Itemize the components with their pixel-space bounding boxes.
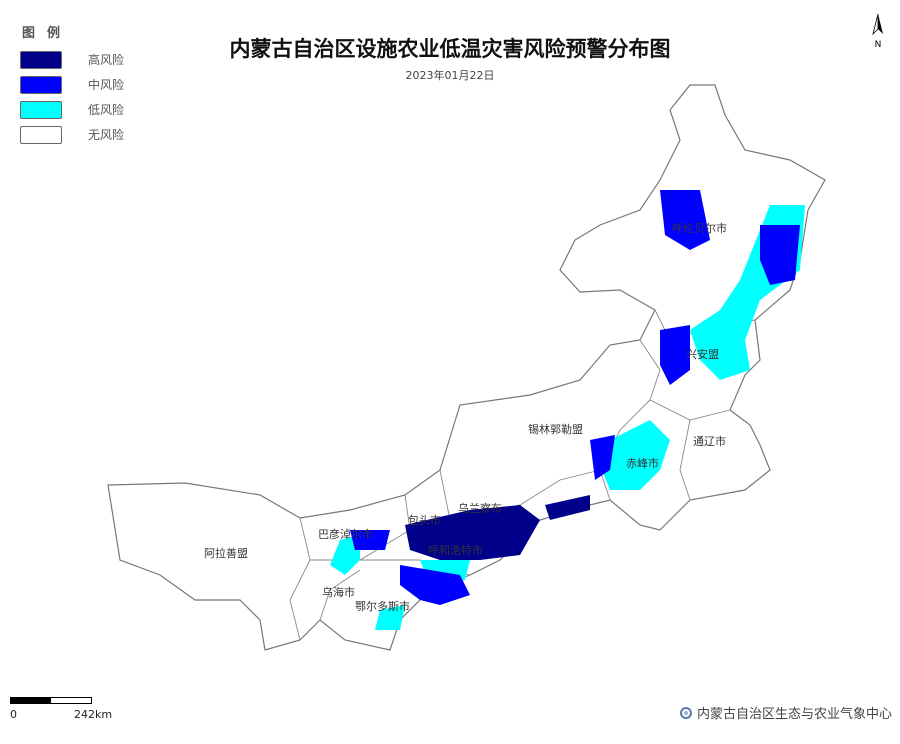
scale-bar: 0 242km [10, 697, 112, 722]
city-label: 巴彦淖尔市 [318, 527, 373, 541]
legend-swatch [20, 100, 62, 119]
footer-credit: 内蒙古自治区生态与农业气象中心 [679, 703, 892, 722]
north-arrow: N [868, 13, 888, 50]
legend-item-low: 低风险 [20, 97, 124, 122]
north-arrow-icon [872, 13, 883, 36]
medium-risk-area [660, 325, 690, 385]
city-label: 乌兰察布 [458, 501, 502, 515]
low-risk-area [330, 535, 360, 575]
city-label: 包头市 [408, 513, 441, 527]
city-labels: 呼伦贝尔市 兴安盟 锡林郭勒盟 通辽市 赤峰市 乌兰察布 包头市 巴彦淖尔市 呼… [204, 221, 727, 613]
city-label: 鄂尔多斯市 [355, 599, 410, 613]
city-label: 锡林郭勒盟 [528, 422, 583, 436]
city-label: 通辽市 [693, 434, 726, 448]
legend-item-high: 高风险 [20, 47, 124, 72]
legend: 图例 高风险 中风险 低风险 无风险 [20, 22, 124, 147]
high-risk-area [545, 495, 590, 520]
low-risk-area [600, 420, 670, 490]
risk-areas [330, 190, 805, 630]
city-label: 呼和浩特市 [428, 543, 483, 557]
city-label: 赤峰市 [626, 456, 659, 470]
high-risk-area [405, 505, 540, 560]
legend-label: 无风险 [88, 128, 125, 142]
organization-name: 内蒙古自治区生态与农业气象中心 [696, 707, 892, 722]
city-label: 兴安盟 [686, 347, 719, 361]
scale-start: 0 [10, 708, 17, 721]
legend-swatch [20, 75, 62, 94]
legend-item-none: 无风险 [20, 122, 124, 147]
city-label: 乌海市 [322, 585, 355, 599]
map-date: 2023年01月22日 [405, 69, 495, 82]
legend-title: 图例 [22, 26, 73, 41]
north-label: N [874, 40, 882, 50]
city-label: 呼伦贝尔市 [672, 221, 727, 235]
legend-label: 中风险 [88, 78, 125, 92]
scale-end: 242km [74, 708, 113, 721]
organization-logo-icon [679, 706, 692, 719]
medium-risk-area [350, 530, 390, 550]
medium-risk-area [590, 435, 615, 480]
medium-risk-area [660, 190, 710, 250]
legend-item-medium: 中风险 [20, 72, 124, 97]
legend-label: 低风险 [88, 103, 125, 117]
map-title: 内蒙古自治区设施农业低温灾害风险预警分布图 [229, 37, 671, 61]
region-outline [107, 84, 826, 651]
city-label: 阿拉善盟 [204, 546, 248, 560]
medium-risk-area [760, 225, 800, 285]
legend-swatch [20, 50, 62, 69]
legend-label: 高风险 [88, 53, 125, 67]
low-risk-area [375, 605, 405, 630]
medium-risk-area [400, 565, 470, 605]
legend-swatch [20, 125, 62, 144]
